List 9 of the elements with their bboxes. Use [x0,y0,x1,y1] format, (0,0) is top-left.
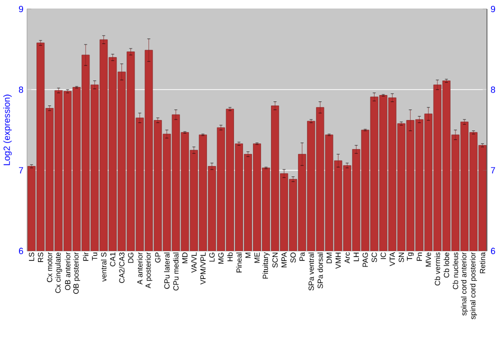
y-tick-label: 6 [18,248,24,254]
y2-tick-label: 8 [490,86,496,93]
y-axis-title: Log2 (expression) [3,94,12,166]
y2-tick-label: 6 [490,248,496,254]
y-tick-label: 7 [18,167,24,174]
y2-tick-label: 7 [490,167,496,174]
y2-tick-label: 9 [490,6,496,12]
y-tick-label: 8 [18,86,24,93]
y-tick-label: 9 [18,6,24,12]
